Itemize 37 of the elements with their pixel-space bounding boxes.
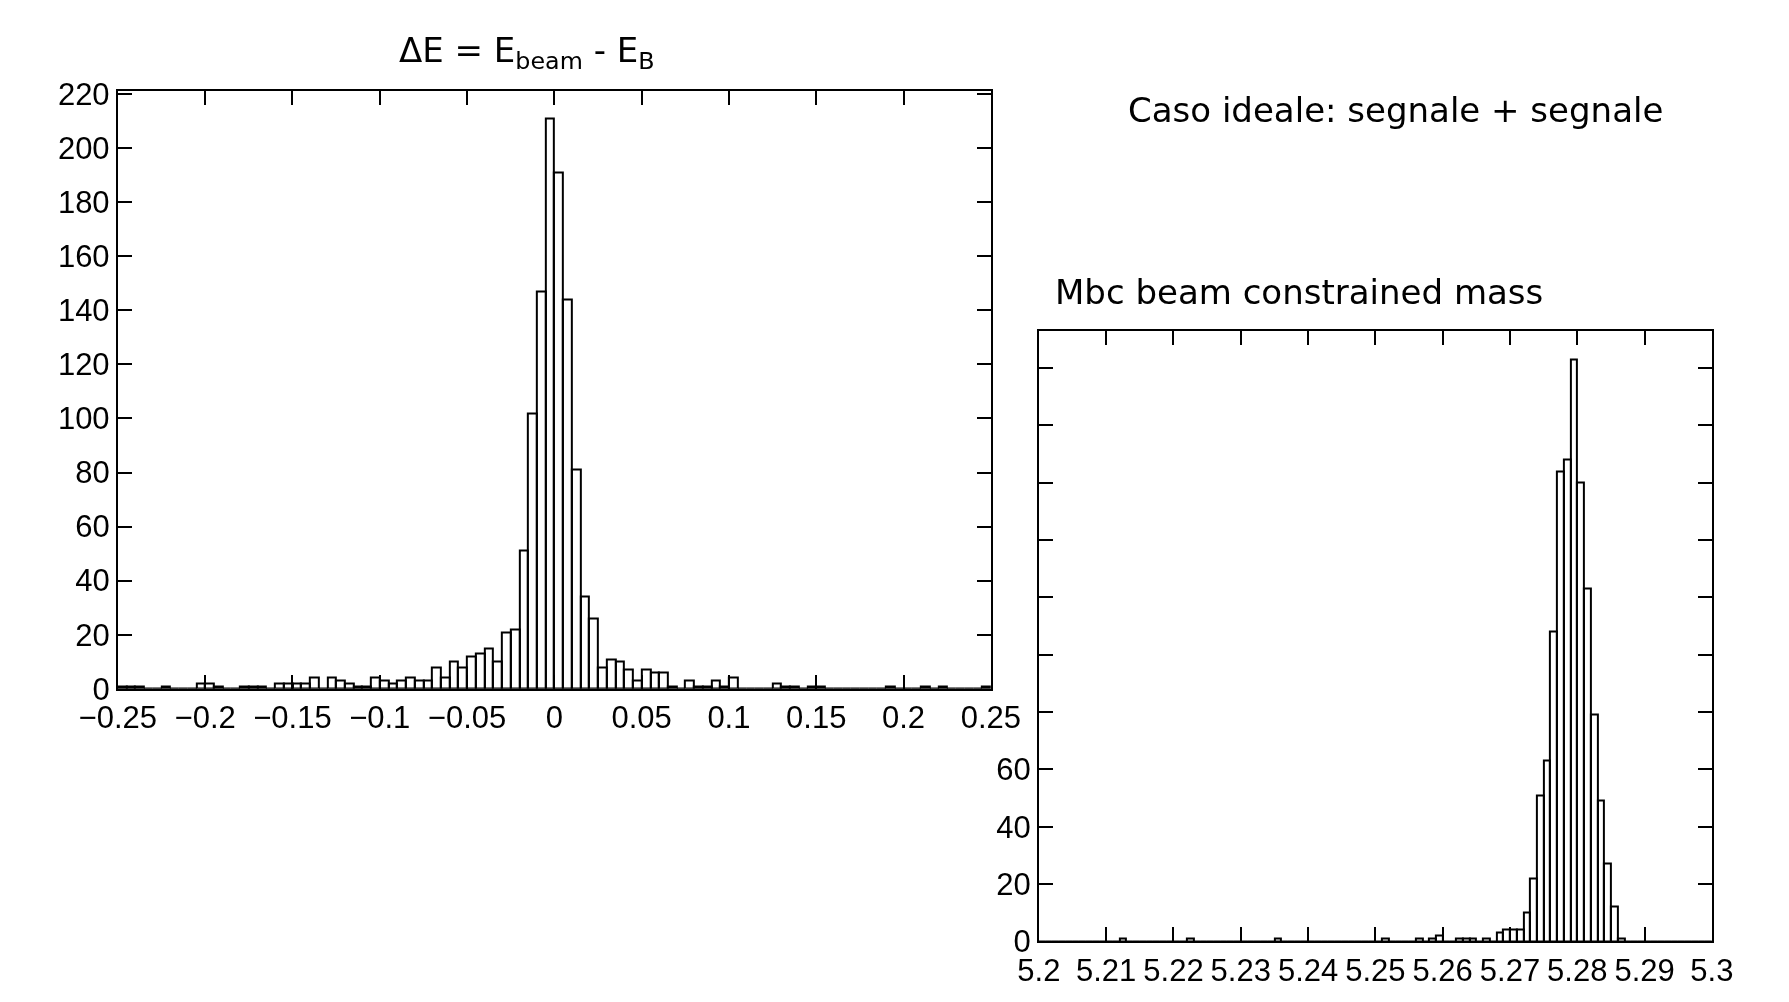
y-tick-label: 40 bbox=[996, 809, 1031, 845]
x-tick-label: 0.1 bbox=[707, 699, 751, 735]
y-tick-label: 20 bbox=[75, 617, 110, 653]
x-tick-label: 0.15 bbox=[786, 699, 847, 735]
y-tick-label: 60 bbox=[996, 752, 1031, 788]
x-tick-label: 5.25 bbox=[1345, 952, 1406, 988]
x-tick-label: 0 bbox=[545, 699, 563, 735]
y-tick-label: 160 bbox=[57, 239, 110, 275]
x-tick-label: 5.23 bbox=[1210, 952, 1271, 988]
text: Caso ideale: segnale + segnale bbox=[1128, 90, 1664, 130]
y-tick-label: 20 bbox=[996, 866, 1031, 902]
x-tick-label: 5.3 bbox=[1690, 952, 1734, 988]
x-tick-label: −0.05 bbox=[427, 699, 507, 735]
x-tick-label: 5.21 bbox=[1076, 952, 1137, 988]
x-tick-label: −0.15 bbox=[253, 699, 332, 735]
y-tick-label: 220 bbox=[57, 77, 110, 112]
chart-title: Mbc beam constrained mass bbox=[1055, 272, 1544, 312]
y-tick-label: 40 bbox=[75, 563, 110, 599]
y-tick-label: 60 bbox=[75, 509, 110, 545]
y-tick-label: 100 bbox=[57, 401, 110, 437]
x-tick-label: 0.25 bbox=[960, 699, 1021, 735]
x-tick-label: 5.29 bbox=[1614, 952, 1675, 988]
chart-title: ΔE = E$_{beam}$ - E$_{B}$ bbox=[399, 30, 655, 76]
x-tick-label: −0.1 bbox=[349, 699, 411, 735]
x-tick-label: −0.2 bbox=[174, 699, 236, 735]
y-tick-label: 140 bbox=[57, 293, 110, 329]
y-tick-label: 200 bbox=[57, 131, 110, 167]
x-tick-label: 5.27 bbox=[1479, 952, 1541, 988]
x-tick-label: 5.28 bbox=[1547, 952, 1608, 988]
x-tick-label: 5.22 bbox=[1143, 952, 1204, 988]
y-tick-label: 120 bbox=[57, 347, 110, 383]
x-tick-label: 0.05 bbox=[611, 699, 672, 735]
x-tick-label: 5.26 bbox=[1412, 952, 1473, 988]
y-tick-label: 180 bbox=[57, 185, 110, 221]
x-tick-label: 0.2 bbox=[881, 699, 926, 735]
x-tick-label: 5.24 bbox=[1277, 952, 1339, 988]
y-tick-label: 80 bbox=[75, 455, 110, 491]
